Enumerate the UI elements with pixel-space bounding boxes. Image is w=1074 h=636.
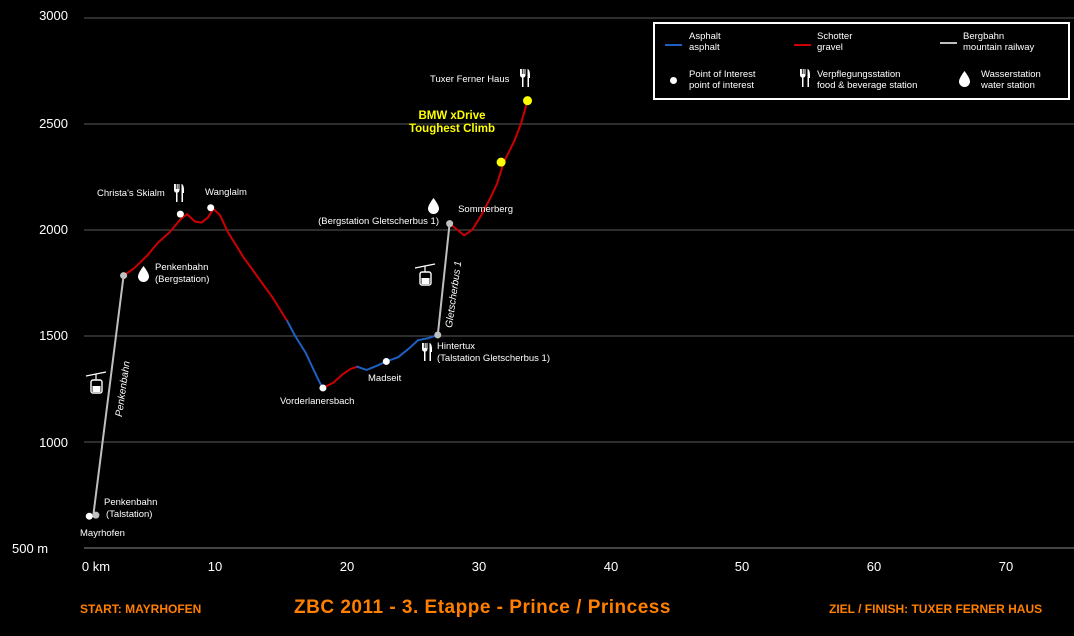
fork-knife-icon <box>520 69 530 87</box>
poi-marker <box>176 210 184 218</box>
y-tick-label: 1500 <box>39 328 68 343</box>
cabin-fill <box>92 386 101 392</box>
fork-knife-icon <box>422 343 432 361</box>
series-line-asphalt <box>356 333 439 371</box>
poi-marker <box>446 220 454 228</box>
series-line-bergbahn <box>436 222 451 336</box>
cabin-fill <box>421 278 430 284</box>
poi-marker <box>207 204 215 212</box>
footer-finish: ZIEL / FINISH: TUXER FERNER HAUS <box>829 602 1043 616</box>
series-line-asphalt <box>286 320 324 389</box>
footer-title: ZBC 2011 - 3. Etappe - Prince / Princess <box>294 597 671 618</box>
x-tick-label: 70 <box>998 559 1014 574</box>
x-tick-label: 60 <box>866 559 882 574</box>
label-toughest-climb-line1: BMW xDrive <box>418 110 486 122</box>
label-vorderlanersbach: Vorderlanersbach <box>280 396 355 407</box>
fork-knife-icon <box>174 184 184 202</box>
label-wanglalm: Wanglalm <box>205 187 247 198</box>
grid-lines <box>84 17 1074 443</box>
knife-shape <box>181 184 184 202</box>
legend-bergbahn-swatch <box>940 42 957 44</box>
series-line-schotter <box>122 207 289 323</box>
poi-marker <box>382 357 390 365</box>
x-tick-label: 10 <box>207 559 223 574</box>
label-christas-skialm: Christa's Skialm <box>97 188 165 199</box>
series-line-schotter <box>321 365 359 389</box>
drop-shape <box>138 266 149 282</box>
label-sommerberg: Sommerberg <box>458 204 513 215</box>
fork-shape <box>520 69 526 87</box>
knife-shape <box>527 69 530 87</box>
poi-markers <box>85 96 533 520</box>
label-hintertux: Hintertux <box>437 341 476 352</box>
y-tick-label: 2500 <box>39 116 68 131</box>
legend-poi: Point of Interest point of interest <box>689 69 756 91</box>
fork-shape <box>174 184 180 202</box>
x-tick-label: 20 <box>339 559 355 574</box>
elevation-profile <box>92 99 529 518</box>
y-tick-label: 2000 <box>39 222 68 237</box>
label-tuxer-ferner-haus: Tuxer Ferner Haus <box>430 74 510 85</box>
label-hintertux-sub: (Talstation Gletscherbus 1) <box>437 353 550 364</box>
legend-asphalt: Asphalt asphalt <box>689 31 721 53</box>
water-drop-icon <box>138 266 149 282</box>
poi-marker <box>496 157 506 167</box>
drop-shape <box>428 198 439 214</box>
icons <box>85 69 530 394</box>
label-mayrhofen: Mayrhofen <box>80 528 125 539</box>
label-penkenbahn-bergstation: Penkenbahn <box>155 262 209 273</box>
fork-knife-icon <box>800 69 810 87</box>
cabin <box>90 379 103 394</box>
poi-marker <box>523 96 533 106</box>
y-tick-label: 1000 <box>39 435 68 450</box>
label-penkenbahn-talstation-sub: (Talstation) <box>106 509 153 520</box>
legend-poi-dot <box>670 77 677 84</box>
y-tick-label: 3000 <box>39 8 68 23</box>
water-drop-icon <box>428 198 439 214</box>
x-tick-label: 40 <box>603 559 619 574</box>
legend-schotter: Schotter gravel <box>817 31 853 53</box>
gondola-icon <box>414 263 436 286</box>
label-toughest-climb-line2: Toughest Climb <box>408 123 496 135</box>
poi-marker <box>85 512 93 520</box>
legend: Asphalt asphalt Schotter gravel Bergbahn mo… <box>653 22 1070 100</box>
series-line-bergbahn <box>92 274 125 518</box>
poi-marker <box>120 272 128 280</box>
x-tick-label: 50 <box>734 559 750 574</box>
label-toughest-climb: BMW xDrive Toughest Climb <box>402 110 502 136</box>
x-tick-label: 0 km <box>81 559 111 574</box>
series-line-schotter <box>448 99 529 237</box>
legend-asphalt-swatch <box>665 44 682 46</box>
legend-water: Wasserstation water station <box>981 69 1041 91</box>
y-tick-label: 500 m <box>12 541 49 556</box>
label-sommerberg-sub: (Bergstation Gletscherbus 1) <box>318 216 439 227</box>
legend-food: Verpflegungsstation food & beverage stati… <box>817 69 918 91</box>
label-penkenbahn-bergstation-sub: (Bergstation) <box>155 274 210 285</box>
fork-shape <box>422 343 428 361</box>
poi-marker <box>92 511 100 519</box>
cabin <box>419 271 432 286</box>
knife-shape <box>429 343 432 361</box>
gondola-icon <box>85 371 107 394</box>
x-tick-label: 30 <box>471 559 487 574</box>
label-penkenbahn-talstation: Penkenbahn <box>104 497 158 508</box>
legend-bergbahn: Bergbahn mountain railway <box>963 31 1035 53</box>
footer-start: START: MAYRHOFEN <box>80 602 202 616</box>
legend-schotter-swatch <box>794 44 811 46</box>
water-drop-icon <box>959 71 970 87</box>
label-madseit: Madseit <box>368 373 402 384</box>
poi-marker <box>319 384 327 392</box>
poi-marker <box>434 331 442 339</box>
